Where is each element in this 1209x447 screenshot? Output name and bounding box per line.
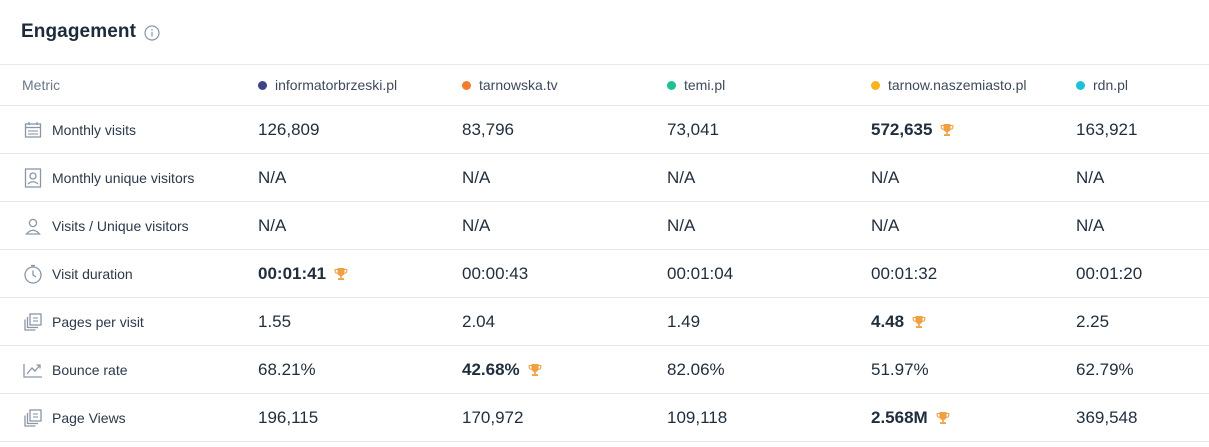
metric-name: Monthly visits [52,121,137,138]
legend-dot [258,80,267,90]
bounce-arrow-icon [22,359,44,381]
site-column-header: tarnow.naszemiasto.pl [871,77,1027,93]
table-row: Monthly unique visitors N/A N/A N/A N/A N/A [0,154,1209,202]
metric-value: N/A [667,167,696,187]
site-column-header: informatorbrzeski.pl [258,77,397,93]
site-name: rdn.pl [1093,77,1129,93]
metric-value: N/A [462,215,491,235]
site-column-header: tarnowska.tv [462,77,558,93]
stopwatch-icon [22,263,44,285]
metric-value: 1.55 [258,311,292,331]
metric-value: 109,118 [667,407,728,427]
metric-value: N/A [1076,215,1105,235]
metric-value: 2.568M [871,407,928,427]
metric-value: 00:00:43 [462,263,529,283]
calendar-icon [22,119,44,141]
trophy-icon [334,267,348,281]
table-row: Monthly visits 126,809 83,796 73,041 572,635… [0,106,1209,154]
person-icon [22,215,44,237]
contact-card-icon [22,167,44,189]
legend-dot [667,80,676,90]
metric-name: Visit duration [52,265,133,282]
metric-rows: Monthly visits 126,809 83,796 73,041 572,635… [0,106,1209,442]
metric-value: 2.04 [462,311,496,331]
site-column-header: rdn.pl [1076,77,1128,93]
metric-name: Page Views [52,409,126,426]
metric-value: 51.97% [871,359,929,379]
trophy-icon [940,123,954,137]
metric-value: 196,115 [258,407,319,427]
table-row: Visits / Unique visitors N/A N/A N/A N/A N/A [0,202,1209,250]
metric-value: 2.25 [1076,311,1110,331]
panel-title: Engagement [21,21,137,42]
metric-value: 4.48 [871,311,905,331]
metric-name: Bounce rate [52,361,128,378]
metric-value: 572,635 [871,119,933,139]
site-column-header: temi.pl [667,77,725,93]
metric-value: N/A [258,215,287,235]
metric-value: N/A [871,167,900,187]
panel-header: Engagement [0,0,1209,65]
table-header-row: Metric informatorbrzeski.pl tarnowska.tv… [0,65,1209,106]
metric-value: 82.06% [667,359,725,379]
pages-icon [22,407,44,429]
metric-value: N/A [258,167,287,187]
site-name: tarnowska.tv [479,77,558,93]
table-row: Page Views 196,115 170,972 109,118 2.568M 369… [0,394,1209,442]
metric-value: 73,041 [667,119,719,139]
metric-value: 00:01:41 [258,263,327,283]
metric-value: 170,972 [462,407,524,427]
site-name: tarnow.naszemiasto.pl [888,77,1027,93]
metric-value: N/A [871,215,900,235]
metric-value: 62.79% [1076,359,1134,379]
metric-column-header: Metric [22,77,61,93]
trophy-icon [912,315,926,329]
info-icon[interactable] [144,25,160,41]
legend-dot [462,80,471,90]
metric-value: 369,548 [1076,407,1138,427]
site-name: informatorbrzeski.pl [275,77,398,93]
metric-value: 163,921 [1076,119,1138,139]
metric-name: Pages per visit [52,313,144,330]
metric-value: N/A [462,167,491,187]
site-name: temi.pl [684,77,726,93]
table-row: Bounce rate 68.21% 42.68% 82.06% 51.97% 62.79… [0,346,1209,394]
metric-value: 83,796 [462,119,514,139]
metric-value: N/A [1076,167,1105,187]
legend-dot [1076,80,1085,90]
metric-value: 126,809 [258,119,320,139]
metric-value: 00:01:04 [667,263,734,283]
metric-value: 42.68% [462,359,520,379]
metric-value: N/A [667,215,696,235]
table-row: Pages per visit 1.55 2.04 1.49 4.48 2.25 [0,298,1209,346]
pages-icon [22,311,44,333]
metric-value: 00:01:20 [1076,263,1143,283]
metric-value: 1.49 [667,311,701,331]
metric-name: Visits / Unique visitors [52,217,189,234]
table-row: Visit duration 00:01:41 00:00:43 00:01:04 00… [0,250,1209,298]
trophy-icon [528,363,542,377]
metric-name: Monthly unique visitors [52,169,195,186]
metric-value: 68.21% [258,359,316,379]
metric-value: 00:01:32 [871,263,938,283]
legend-dot [871,80,880,90]
trophy-icon [936,411,950,425]
